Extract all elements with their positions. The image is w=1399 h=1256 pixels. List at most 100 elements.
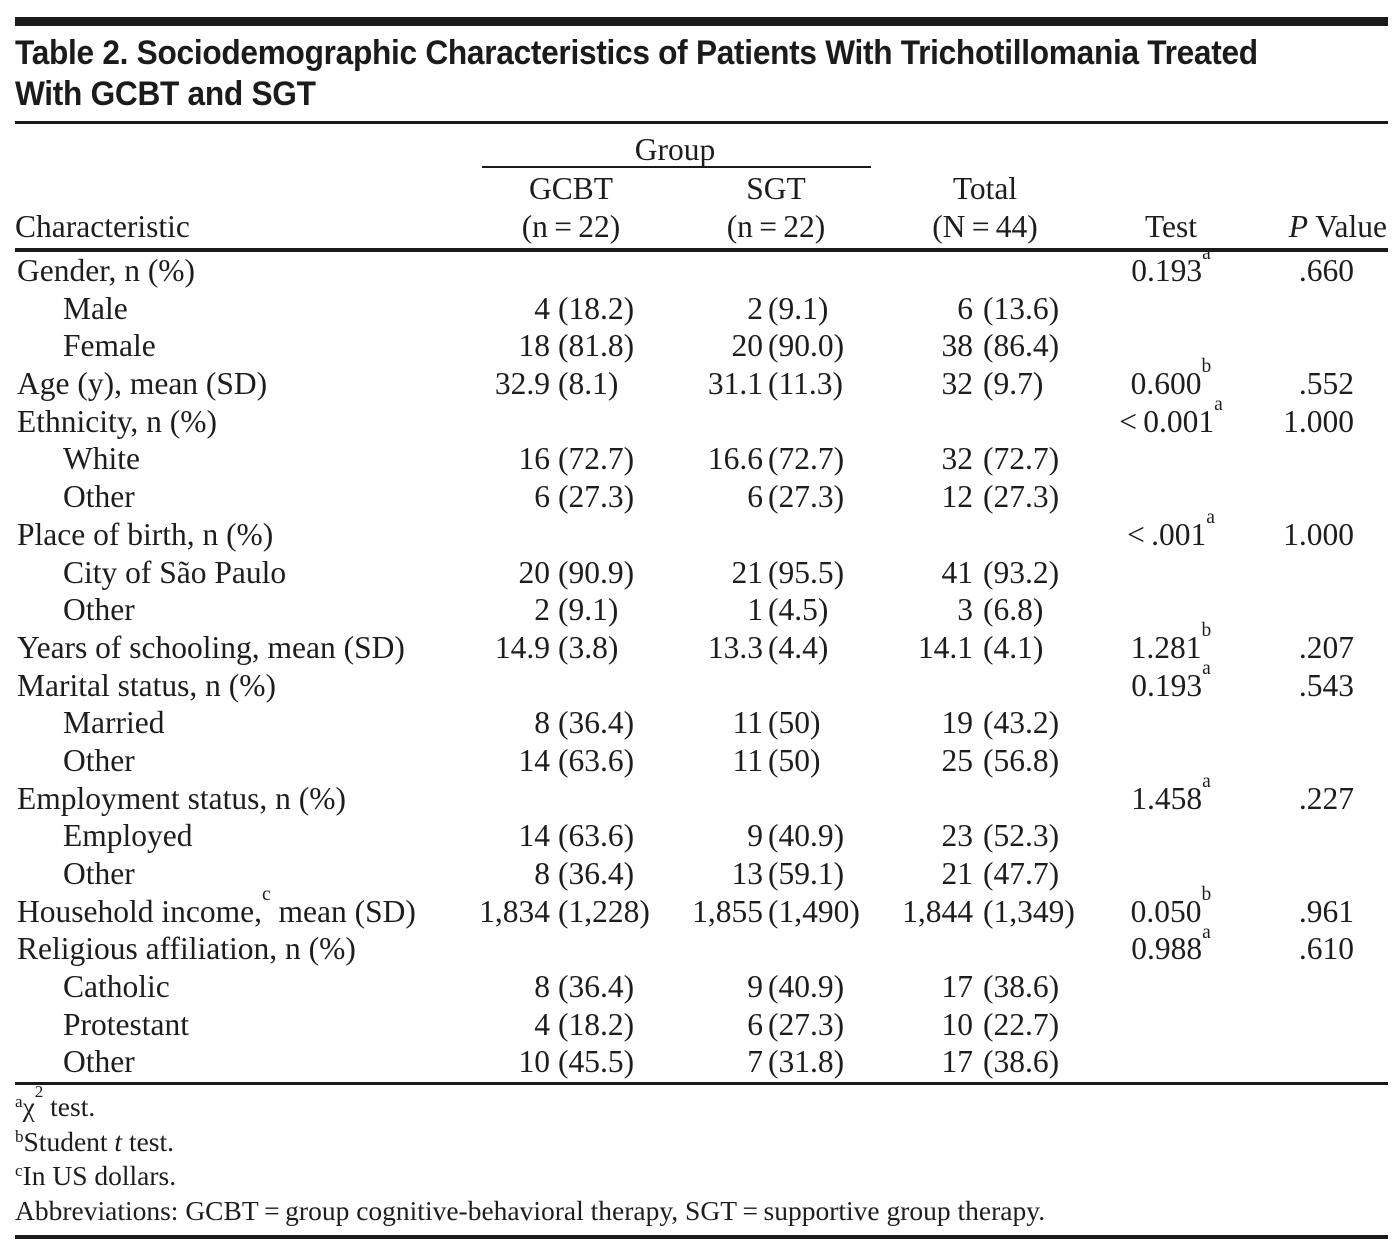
cell-p-value: .227 xyxy=(1298,780,1354,816)
column-group-spanner-label: Group xyxy=(634,132,716,167)
cell-sgt: 9 (40.9) xyxy=(747,818,845,854)
cell-total: 1,844 (1,349) xyxy=(902,893,1075,929)
cell-gcbt: 4 (18.2) xyxy=(534,1006,635,1042)
row-label: Other xyxy=(63,1044,135,1080)
cell-gcbt: 32.9 (8.1) xyxy=(494,366,619,402)
p-value-italic-p: P xyxy=(1288,209,1308,244)
table-row: Male 4 (18.2) 2 (9.1) 6 (13.6) xyxy=(15,291,1388,329)
cell-gcbt: 2 (9.1) xyxy=(534,592,619,628)
table-row: Married 8 (36.4) 11 (50) 19 (43.2) xyxy=(15,705,1388,743)
table-row: Other 6 (27.3) 6 (27.3) 12 (27.3) xyxy=(15,479,1388,517)
column-header-test: Test xyxy=(1144,209,1198,244)
cell-gcbt: 8 (36.4) xyxy=(534,856,635,891)
table-row: Religious affiliation, n (%) 0.988a .610 xyxy=(15,921,1388,969)
cell-sgt: 2 (9.1) xyxy=(747,290,829,326)
cell-test: 0.193a xyxy=(1131,657,1211,703)
cell-test: 0.193a xyxy=(1131,243,1211,288)
cell-p-value: .552 xyxy=(1298,366,1354,402)
table-row: Employment status, n (%) 1.458a .227 xyxy=(15,770,1388,819)
row-label: Other xyxy=(63,479,135,515)
row-label: Employment status, n (%) xyxy=(17,780,346,816)
cell-gcbt: 16 (72.7) xyxy=(518,441,635,477)
table-title: Table 2. Sociodemographic Characteristic… xyxy=(15,33,1258,115)
column-header-total-n: (N = 44) xyxy=(932,209,1038,244)
cell-total: 23 (52.3) xyxy=(941,818,1060,854)
footnotes: aχ2 test. bStudent t test. cIn US dollar… xyxy=(15,1081,1388,1228)
cell-p-value: .660 xyxy=(1298,253,1354,288)
footnote-abbreviations: Abbreviations: GCBT = group cognitive-be… xyxy=(15,1194,1046,1226)
table-row: Ethnicity, n (%) < 0.001a 1.000 xyxy=(15,394,1388,442)
cell-total: 6 (13.6) xyxy=(957,290,1060,326)
cell-gcbt: 10 (45.5) xyxy=(518,1044,635,1080)
row-label: Protestant xyxy=(63,1006,189,1042)
cell-total: 12 (27.3) xyxy=(941,479,1060,515)
row-label: Years of schooling, mean (SD) xyxy=(17,629,405,665)
cell-gcbt: 14 (63.6) xyxy=(518,818,635,854)
row-label: Religious affiliation, n (%) xyxy=(17,931,356,967)
row-label: Employed xyxy=(63,818,193,854)
cell-p-value: .207 xyxy=(1298,629,1354,665)
cell-total: 17 (38.6) xyxy=(941,969,1060,1005)
column-header-characteristic: Characteristic xyxy=(15,209,190,244)
table-row: Employed 14 (63.6) 9 (40.9) 23 (52.3) xyxy=(15,818,1388,856)
table-row: Other 8 (36.4) 13 (59.1) 21 (47.7) xyxy=(15,856,1388,894)
cell-gcbt: 4 (18.2) xyxy=(534,290,635,326)
cell-sgt: 6 (27.3) xyxy=(747,479,845,515)
cell-total: 32 (9.7) xyxy=(941,366,1044,402)
body-bottom-rule xyxy=(15,1082,1388,1085)
cell-total: 38 (86.4) xyxy=(941,328,1060,364)
row-label: City of São Paulo xyxy=(63,554,287,590)
column-header-gcbt: GCBT xyxy=(528,171,613,206)
table-row: Years of schooling, mean (SD) 14.9 (3.8) … xyxy=(15,621,1388,668)
cell-sgt: 13 (59.1) xyxy=(731,856,845,891)
row-label: Gender, n (%) xyxy=(17,253,196,288)
top-thick-rule xyxy=(15,17,1388,26)
column-header-sgt: SGT xyxy=(746,171,806,206)
cell-p-value: .543 xyxy=(1298,667,1354,703)
row-label: Other xyxy=(63,742,135,778)
table-body: Gender, n (%) 0.193a .660 Male 4 (18.2) 2… xyxy=(15,243,1388,1082)
cell-test: 1.458a xyxy=(1131,770,1211,816)
table-row: Age (y), mean (SD) 32.9 (8.1) 31.1 (11.3) … xyxy=(15,356,1388,404)
table-row: White 16 (72.7) 16.6 (72.7) 32 (72.7) xyxy=(15,441,1388,479)
table-title-line2: With GCBT and SGT xyxy=(15,75,316,113)
cell-test: 0.600b xyxy=(1130,356,1212,402)
cell-sgt: 7 (31.8) xyxy=(747,1044,845,1080)
cell-sgt: 1,855 (1,490) xyxy=(692,893,860,929)
row-label: Marital status, n (%) xyxy=(17,667,276,703)
table-row: Protestant 4 (18.2) 6 (27.3) 10 (22.7) xyxy=(15,1007,1388,1045)
cell-total: 10 (22.7) xyxy=(941,1006,1060,1042)
cell-p-value: .610 xyxy=(1298,931,1354,967)
cell-test: 0.988a xyxy=(1131,921,1211,967)
title-divider-rule xyxy=(15,121,1388,124)
row-label: Married xyxy=(63,705,165,741)
cell-test: < 0.001a xyxy=(1119,394,1223,439)
cell-total: 41 (93.2) xyxy=(941,554,1060,590)
cell-sgt: 6 (27.3) xyxy=(747,1006,845,1042)
row-label: Household income,c mean (SD) xyxy=(17,884,416,929)
cell-p-value: 1.000 xyxy=(1283,516,1354,552)
cell-sgt: 31.1 (11.3) xyxy=(707,366,843,402)
footnote-a: aχ2 test. xyxy=(15,1081,96,1122)
row-label: Other xyxy=(63,856,135,891)
cell-total: 3 (6.8) xyxy=(957,592,1044,628)
footnote-c: cIn US dollars. xyxy=(15,1160,177,1192)
table-row: Other 10 (45.5) 7 (31.8) 17 (38.6) xyxy=(15,1044,1388,1082)
cell-total: 32 (72.7) xyxy=(941,441,1060,477)
column-header-total: Total xyxy=(952,171,1018,206)
table-row: Gender, n (%) 0.193a .660 xyxy=(15,243,1388,291)
row-label: Female xyxy=(63,328,156,364)
cell-sgt: 16.6 (72.7) xyxy=(707,441,845,477)
row-label: Ethnicity, n (%) xyxy=(17,403,218,439)
group-spanner-rule xyxy=(482,166,871,168)
cell-gcbt: 14.9 (3.8) xyxy=(494,629,619,665)
cell-sgt: 20 (90.0) xyxy=(731,328,845,364)
cell-sgt: 21 (95.5) xyxy=(731,554,845,590)
table-title-line1: Table 2. Sociodemographic Characteristic… xyxy=(15,34,1258,72)
table-row: Other 2 (9.1) 1 (4.5) 3 (6.8) xyxy=(15,592,1388,630)
table-row: Household income,c mean (SD) 1,834 (1,228… xyxy=(15,884,1388,932)
cell-total: 14.1 (4.1) xyxy=(917,629,1044,665)
table-row: Other 14 (63.6) 11 (50) 25 (56.8) xyxy=(15,743,1388,781)
cell-gcbt: 8 (36.4) xyxy=(534,969,635,1005)
